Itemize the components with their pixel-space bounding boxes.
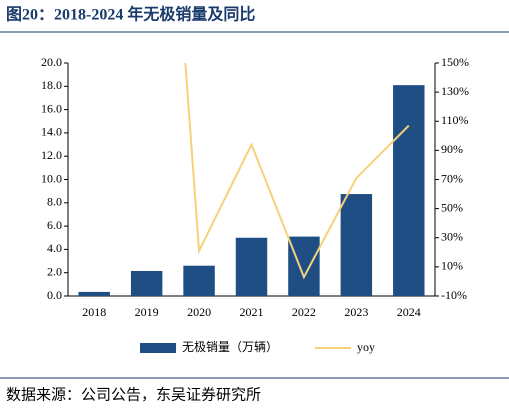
legend-label: 无极销量（万辆） <box>182 340 278 354</box>
y-tick-label: 0.0 <box>47 288 62 302</box>
legend-swatch <box>140 343 176 353</box>
x-tick-label: 2023 <box>344 305 368 319</box>
bar <box>78 291 110 296</box>
y2-tick-label: 110% <box>441 113 469 127</box>
x-tick-label: 2024 <box>397 305 421 319</box>
y2-tick-label: -10% <box>441 288 467 302</box>
y-tick-label: 12.0 <box>41 148 62 162</box>
yoy-line <box>184 63 410 280</box>
y-tick-label: 16.0 <box>41 101 62 115</box>
x-tick-label: 2018 <box>82 305 106 319</box>
bar <box>183 265 215 296</box>
x-tick-label: 2020 <box>187 305 211 319</box>
x-tick-label: 2019 <box>135 305 159 319</box>
bar <box>340 194 373 296</box>
bar <box>288 236 320 296</box>
y2-tick-label: 10% <box>441 259 463 273</box>
y-tick-label: 18.0 <box>41 78 62 92</box>
y2-tick-label: 30% <box>441 230 463 244</box>
bar <box>130 270 163 296</box>
y-tick-label: 2.0 <box>47 264 62 278</box>
legend-label: yoy <box>357 340 375 354</box>
y-tick-label: 10.0 <box>41 171 62 185</box>
y-tick-label: 8.0 <box>47 195 62 209</box>
y2-tick-label: 150% <box>441 55 469 69</box>
y2-tick-label: 70% <box>441 171 463 185</box>
y2-tick-label: 130% <box>441 84 469 98</box>
source-note: 数据来源：公司公告，东吴证券研究所 <box>6 386 261 403</box>
x-tick-label: 2022 <box>292 305 316 319</box>
x-tick-label: 2021 <box>240 305 264 319</box>
bar <box>393 85 425 296</box>
y-tick-label: 4.0 <box>47 241 62 255</box>
y-tick-label: 14.0 <box>41 125 62 139</box>
y2-tick-label: 50% <box>441 200 463 214</box>
chart-title: 图20：2018-2024 年无极销量及同比 <box>6 5 255 24</box>
bar <box>235 237 268 296</box>
y-tick-label: 20.0 <box>41 55 62 69</box>
y-tick-label: 6.0 <box>47 218 62 232</box>
y2-tick-label: 90% <box>441 142 463 156</box>
